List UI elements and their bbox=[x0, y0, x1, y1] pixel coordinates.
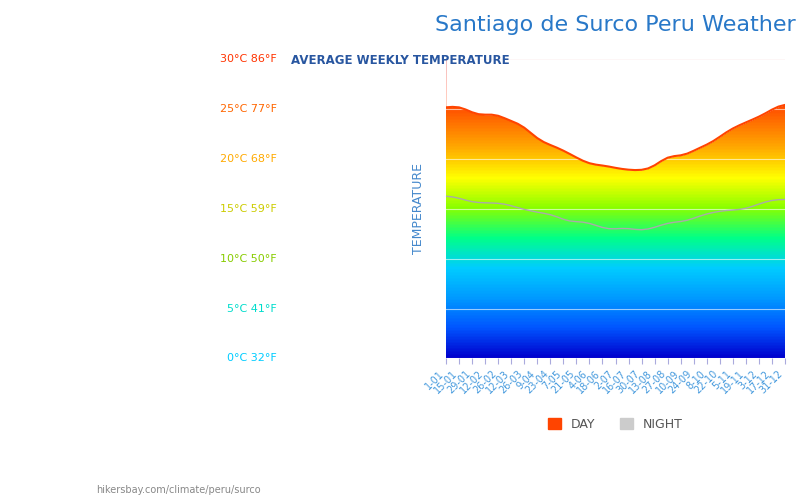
Text: 15°C 59°F: 15°C 59°F bbox=[220, 204, 277, 214]
Text: 5°C 41°F: 5°C 41°F bbox=[226, 304, 277, 314]
Text: TEMPERATURE: TEMPERATURE bbox=[412, 163, 426, 254]
Legend: DAY, NIGHT: DAY, NIGHT bbox=[543, 413, 688, 436]
Text: hikersbay.com/climate/peru/surco: hikersbay.com/climate/peru/surco bbox=[96, 485, 261, 495]
Text: 30°C 86°F: 30°C 86°F bbox=[220, 54, 277, 64]
Text: AVERAGE WEEKLY TEMPERATURE: AVERAGE WEEKLY TEMPERATURE bbox=[290, 54, 510, 66]
Text: 0°C 32°F: 0°C 32°F bbox=[226, 354, 277, 364]
Text: 10°C 50°F: 10°C 50°F bbox=[220, 254, 277, 264]
Title: Santiago de Surco Peru Weather: Santiago de Surco Peru Weather bbox=[435, 15, 796, 35]
Text: 25°C 77°F: 25°C 77°F bbox=[219, 104, 277, 114]
Text: 20°C 68°F: 20°C 68°F bbox=[220, 154, 277, 164]
